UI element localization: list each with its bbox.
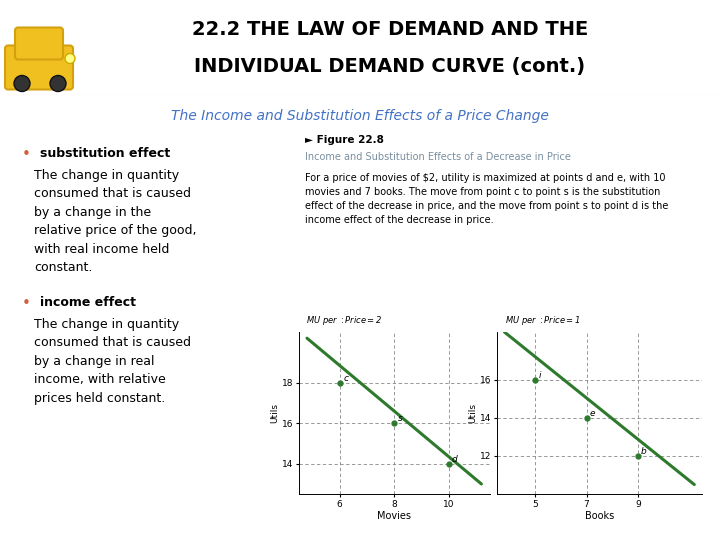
Text: substitution effect: substitution effect	[40, 146, 170, 159]
Text: relative price of the good,: relative price of the good,	[34, 224, 197, 237]
Text: income, with relative: income, with relative	[34, 373, 166, 386]
Text: income effect of the decrease in price.: income effect of the decrease in price.	[305, 214, 494, 225]
Text: The change in quantity: The change in quantity	[34, 168, 179, 181]
Text: i: i	[539, 371, 541, 380]
Text: The change in quantity: The change in quantity	[34, 318, 179, 330]
Text: income effect: income effect	[40, 295, 136, 308]
X-axis label: Books: Books	[585, 511, 614, 522]
Text: 22.2 THE LAW OF DEMAND AND THE: 22.2 THE LAW OF DEMAND AND THE	[192, 20, 588, 39]
Text: c: c	[343, 374, 348, 383]
Text: •: •	[22, 295, 31, 310]
Text: by a change in real: by a change in real	[34, 354, 155, 368]
Text: prices held constant.: prices held constant.	[34, 392, 166, 404]
Y-axis label: Utils: Utils	[468, 403, 477, 423]
Text: effect of the decrease in price, and the move from point s to point d is the: effect of the decrease in price, and the…	[305, 200, 668, 211]
Text: MU per $: Price = $2: MU per $: Price = $2	[307, 314, 383, 327]
Text: movies and 7 books. The move from point c to point s is the substitution: movies and 7 books. The move from point …	[305, 186, 660, 197]
Text: b: b	[641, 447, 647, 456]
Text: The Income and Substitution Effects of a Price Change: The Income and Substitution Effects of a…	[171, 109, 549, 123]
Y-axis label: Utils: Utils	[270, 403, 279, 423]
Circle shape	[50, 76, 66, 91]
Text: •: •	[22, 146, 31, 161]
Text: s: s	[397, 414, 402, 423]
Text: Copyright ©2014 Pearson Education, Inc. All rights reserved.: Copyright ©2014 Pearson Education, Inc. …	[11, 523, 245, 532]
Text: with real income held: with real income held	[34, 242, 169, 255]
FancyBboxPatch shape	[15, 28, 63, 59]
Text: d: d	[452, 455, 458, 464]
Text: For a price of movies of $2, utility is maximized at points d and e, with 10: For a price of movies of $2, utility is …	[305, 172, 665, 183]
Text: 22-11: 22-11	[688, 523, 709, 532]
X-axis label: Movies: Movies	[377, 511, 411, 522]
Circle shape	[14, 76, 30, 91]
Text: INDIVIDUAL DEMAND CURVE (cont.): INDIVIDUAL DEMAND CURVE (cont.)	[194, 57, 585, 76]
Text: Income and Substitution Effects of a Decrease in Price: Income and Substitution Effects of a Dec…	[305, 152, 571, 161]
Text: MU per $: Price = $1: MU per $: Price = $1	[505, 314, 580, 327]
Text: by a change in the: by a change in the	[34, 206, 151, 219]
Text: ► Figure 22.8: ► Figure 22.8	[305, 134, 384, 145]
Text: constant.: constant.	[34, 261, 92, 274]
Circle shape	[65, 53, 75, 64]
Text: e: e	[590, 409, 595, 418]
Text: consumed that is caused: consumed that is caused	[34, 187, 191, 200]
FancyBboxPatch shape	[5, 45, 73, 90]
Text: consumed that is caused: consumed that is caused	[34, 336, 191, 349]
